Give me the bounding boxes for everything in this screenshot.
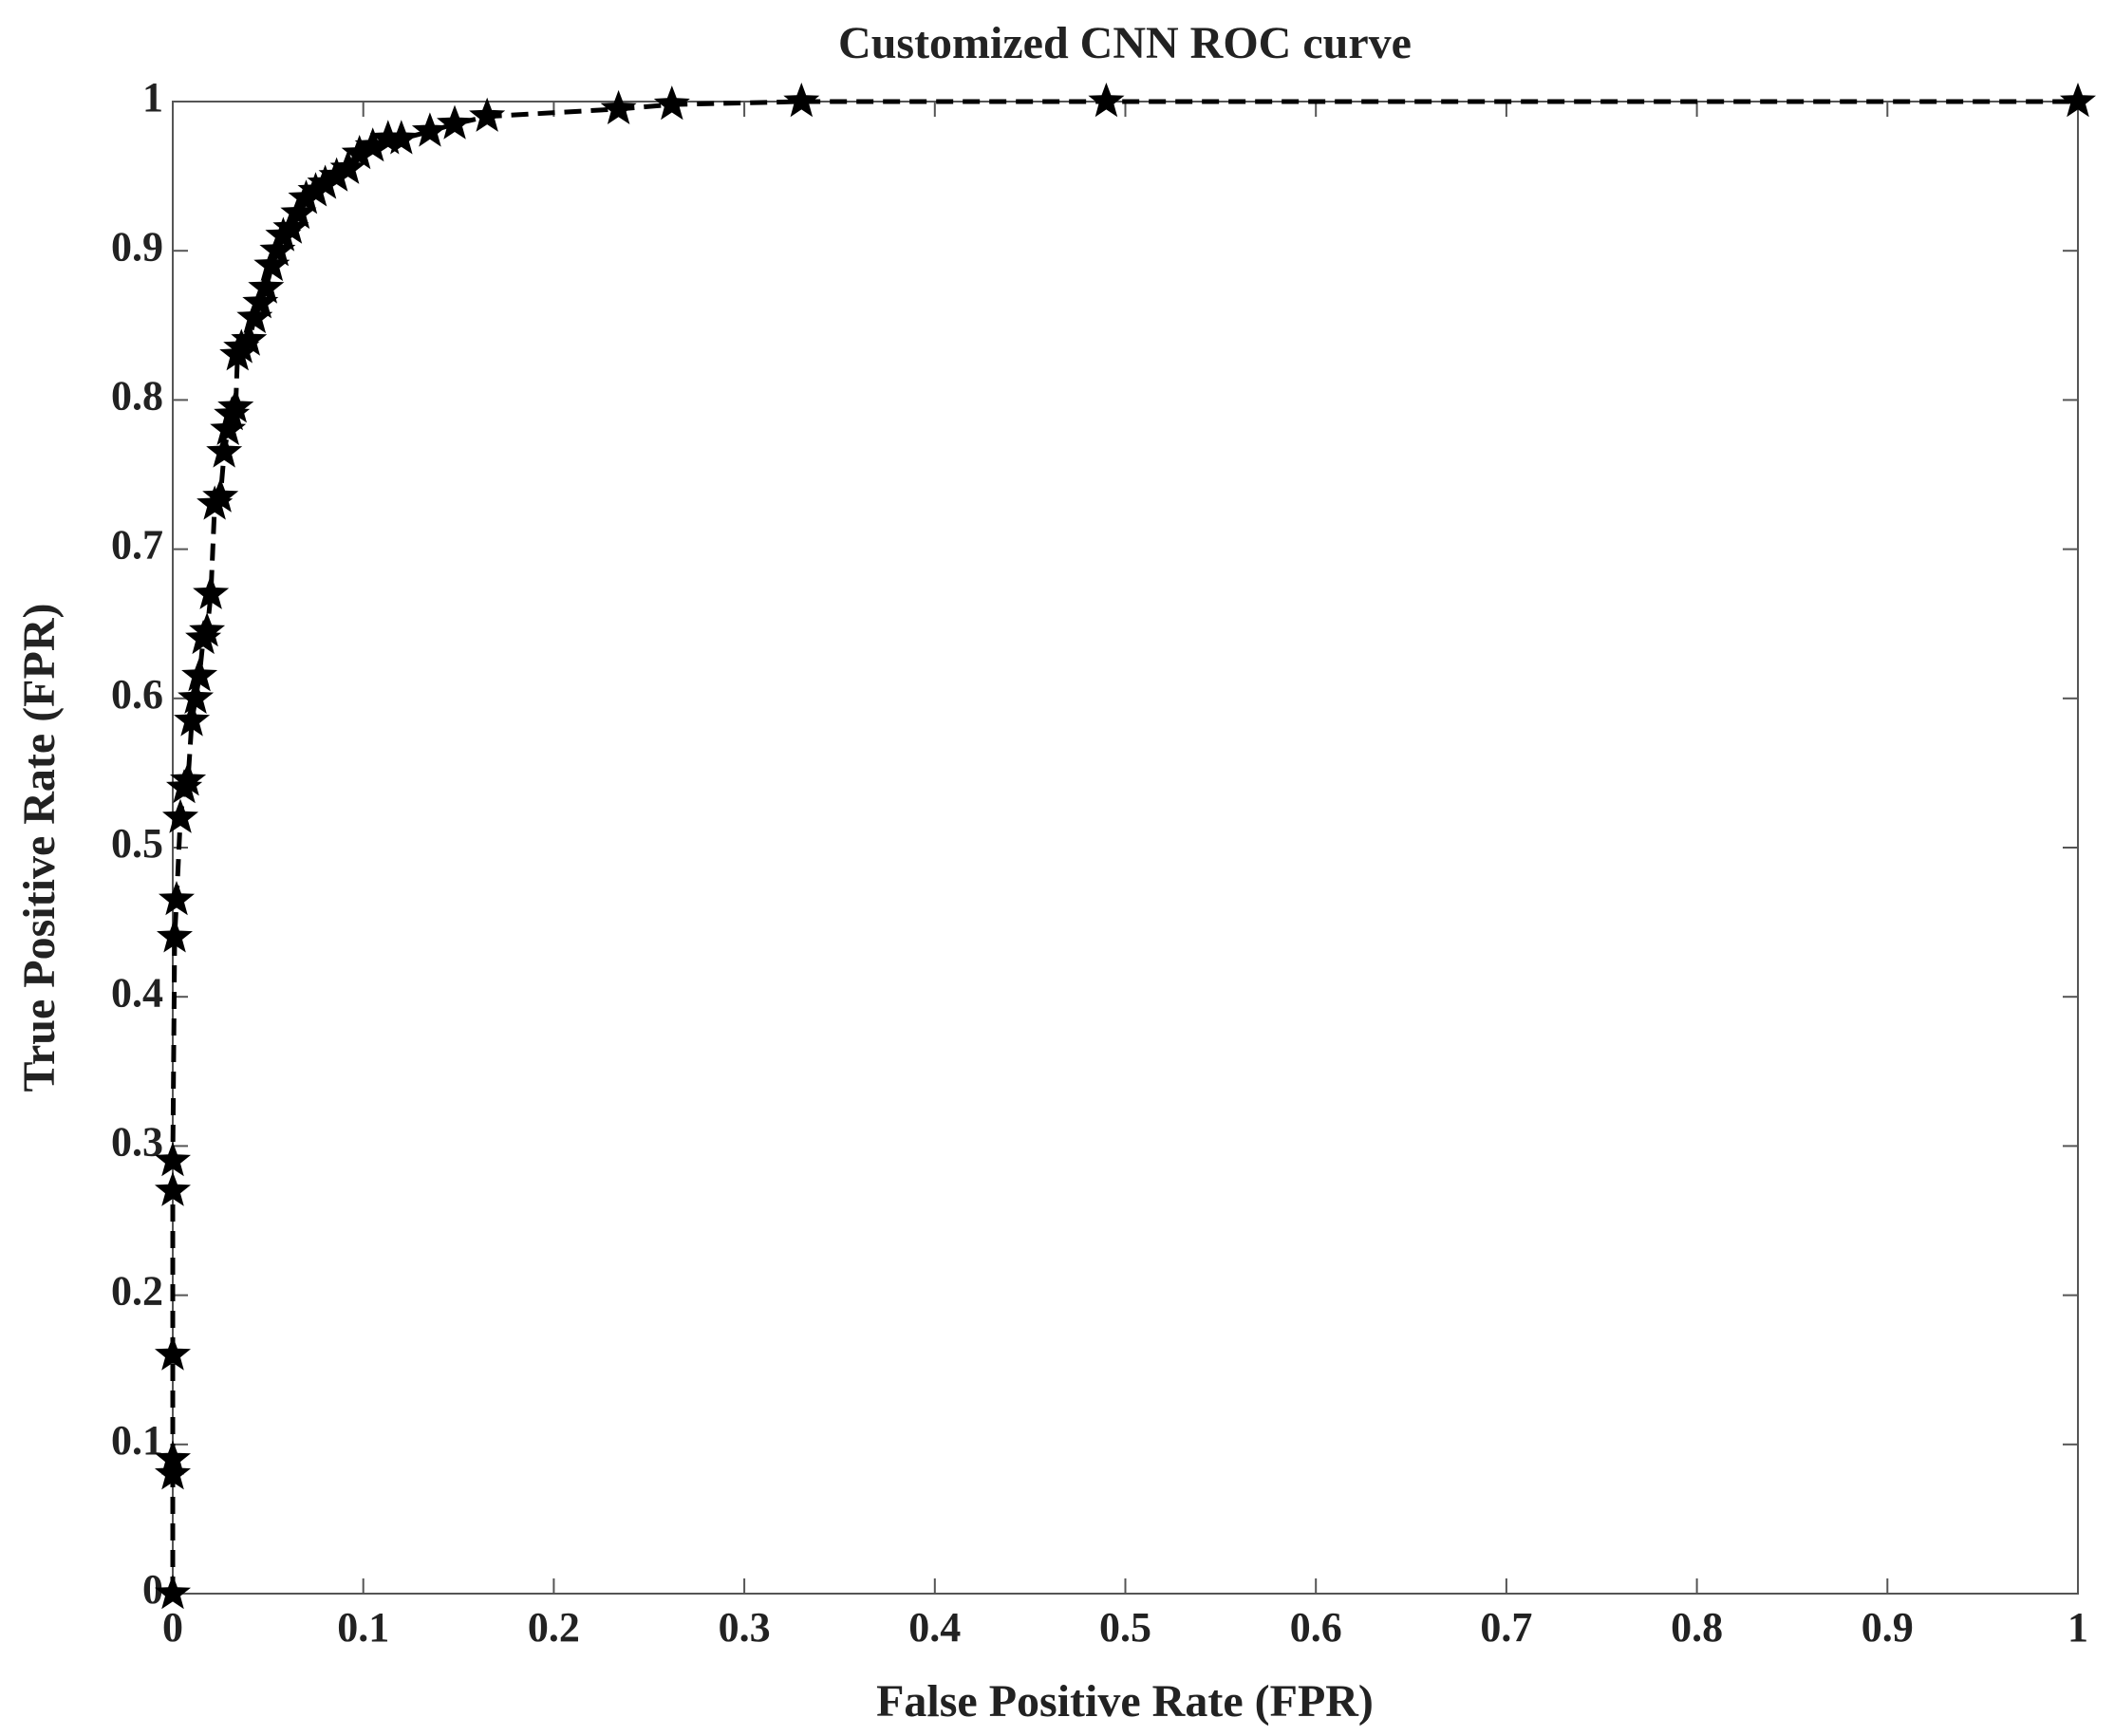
x-tick-label: 0.2 (528, 1604, 580, 1651)
star-marker (354, 127, 391, 162)
star-marker (411, 112, 448, 147)
y-axis-label: True Positive Rate (FPR) (14, 604, 65, 1092)
x-tick-label: 0.4 (908, 1604, 961, 1651)
star-marker (307, 164, 344, 199)
star-marker (280, 194, 317, 230)
star-marker (248, 269, 285, 304)
star-marker (259, 232, 296, 267)
star-marker (174, 701, 211, 737)
star-marker (1088, 83, 1125, 118)
y-tick-label: 0.8 (111, 372, 163, 419)
star-marker (162, 798, 198, 833)
x-tick-label: 0.3 (719, 1604, 771, 1651)
star-marker (253, 246, 290, 282)
chart-title: Customized CNN ROC curve (838, 18, 1412, 68)
star-marker (369, 120, 406, 155)
x-tick-label: 0.6 (1290, 1604, 1342, 1651)
star-marker (383, 120, 420, 155)
x-tick-label: 0.7 (1480, 1604, 1532, 1651)
star-marker (341, 135, 378, 170)
star-marker (318, 157, 355, 192)
star-marker (272, 209, 309, 244)
star-marker (469, 97, 506, 132)
star-marker (437, 104, 474, 140)
star-marker (202, 477, 239, 513)
star-marker (2060, 83, 2096, 118)
x-tick-label: 0.1 (337, 1604, 389, 1651)
x-tick-label: 0.5 (1099, 1604, 1151, 1651)
star-marker (653, 85, 690, 121)
y-tick-label: 0.2 (111, 1268, 163, 1315)
star-marker (288, 179, 325, 215)
y-tick-label: 0.1 (111, 1417, 163, 1464)
star-marker (206, 433, 243, 468)
star-marker (155, 1440, 191, 1475)
star-marker (155, 1142, 191, 1177)
x-tick-label: 1 (2067, 1604, 2088, 1651)
star-marker (155, 1455, 191, 1490)
star-marker (236, 298, 273, 334)
star-marker (217, 388, 254, 423)
star-marker (600, 89, 637, 124)
star-marker (170, 761, 207, 796)
star-marker (189, 612, 226, 647)
star-marker (242, 284, 279, 319)
star-marker (155, 1171, 191, 1206)
y-tick-label: 0.7 (111, 522, 163, 569)
y-tick-label: 0.4 (111, 969, 163, 1016)
y-tick-label: 0.9 (111, 223, 163, 270)
star-marker (210, 410, 247, 445)
star-marker (181, 657, 218, 692)
star-marker (157, 918, 193, 953)
x-tick-label: 0.9 (1861, 1604, 1914, 1651)
star-marker (193, 574, 230, 609)
x-axis-label: False Positive Rate (FPR) (876, 1676, 1374, 1727)
y-tick-label: 1 (142, 74, 163, 121)
star-marker (297, 172, 334, 207)
star-marker (329, 149, 366, 184)
y-tick-label: 0 (142, 1566, 163, 1613)
y-tick-label: 0.3 (111, 1118, 163, 1165)
star-marker (178, 679, 215, 714)
y-tick-label: 0.5 (111, 820, 163, 867)
star-marker (159, 881, 195, 916)
y-tick-label: 0.6 (111, 671, 163, 718)
x-tick-label: 0.8 (1671, 1604, 1723, 1651)
star-marker (155, 1575, 191, 1610)
star-marker (783, 83, 820, 118)
x-tick-label: 0 (162, 1604, 183, 1651)
star-marker (155, 1335, 191, 1371)
star-marker (231, 321, 268, 356)
